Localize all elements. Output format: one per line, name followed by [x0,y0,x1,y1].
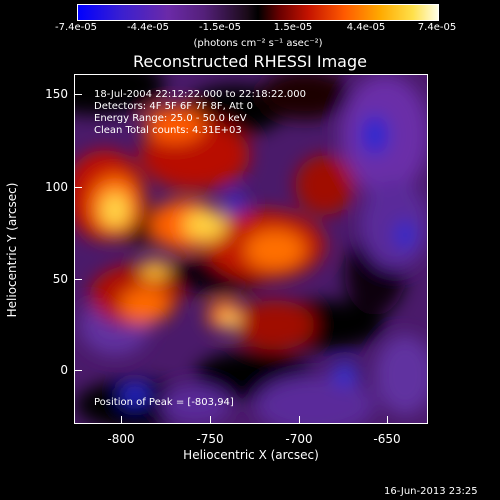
x-tick-mark [210,416,211,424]
x-tick-mark [299,416,300,424]
time-range: 18-Jul-2004 22:12:22.000 to 22:18:22.000 [94,89,306,100]
x-tick-label: -800 [107,432,135,446]
y-tick-label: 0 [60,363,68,377]
colorbar-tick: 4.4e-05 [346,22,386,33]
timestamp: 16-Jun-2013 23:25 [384,486,478,497]
detectors-info: Detectors: 4F 5F 6F 7F 8F, Att 0 [94,101,254,112]
heatmap-image [75,75,427,423]
clean-counts: Clean Total counts: 4.31E+03 [94,125,242,136]
colorbar-tick: 1.5e-05 [273,22,313,33]
colorbar-tick: 7.4e-05 [417,22,457,33]
y-tick-mark [74,370,82,371]
peak-position: Position of Peak = [-803,94] [94,397,234,408]
y-tick-label: 100 [45,180,68,194]
x-tick-label: -750 [196,432,224,446]
x-axis-label: Heliocentric X (arcsec) [183,448,319,462]
plot-title: Reconstructed RHESSI Image [133,52,367,71]
y-tick-label: 150 [45,87,68,101]
x-tick-mark [121,416,122,424]
energy-range: Energy Range: 25.0 - 50.0 keV [94,113,247,124]
colorbar-tick: -7.4e-05 [55,22,97,33]
colorbar-tick: -1.5e-05 [199,22,241,33]
colorbar-units: (photons cm⁻² s⁻¹ asec⁻²) [193,38,323,49]
x-tick-label: -700 [285,432,313,446]
y-tick-label: 50 [52,272,68,286]
y-tick-mark [74,187,82,188]
x-tick-label: -650 [373,432,401,446]
colorbar-tick: -4.4e-05 [127,22,169,33]
colorbar [77,4,439,21]
rhessi-image: 18-Jul-2004 22:12:22.000 to 22:18:22.000… [74,74,428,424]
y-tick-mark [74,279,82,280]
y-tick-mark [74,94,82,95]
y-axis-label: Heliocentric Y (arcsec) [5,182,19,318]
x-tick-mark [387,416,388,424]
